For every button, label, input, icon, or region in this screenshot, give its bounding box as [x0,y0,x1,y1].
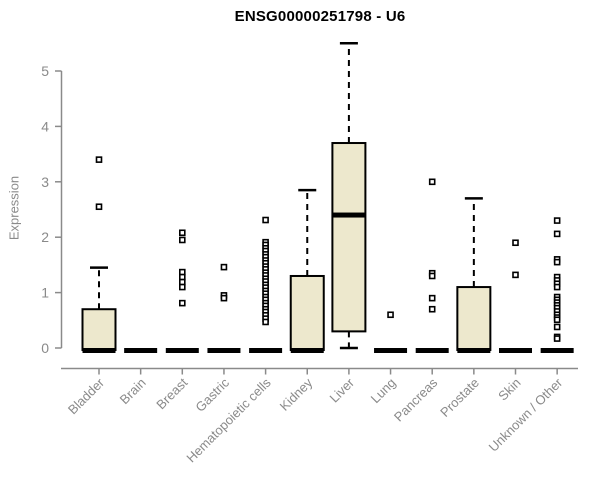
collapsed-box-median-bar [540,348,574,353]
box-rect [81,308,117,351]
median-line [332,212,366,218]
outlier-point [428,178,436,186]
outlier-point [512,271,519,279]
median-line [82,348,116,353]
outlier-point [553,217,561,224]
collapsed-box-median-bar [124,348,158,353]
collapsed-box-median-bar [165,348,199,353]
outlier-point [387,311,394,319]
collapsed-box-median-bar [415,348,449,353]
x-category-label: Brain [117,375,149,407]
median-line [457,348,491,353]
box-rect [331,142,367,333]
outlier-point [95,203,103,211]
outlier-point [220,294,228,302]
x-category-label: Skin [495,375,523,403]
outlier-point [512,239,519,247]
outlier-point [262,318,269,326]
outlier-point [179,229,186,237]
x-category-label: Prostate [437,375,482,420]
outlier-point [220,263,228,271]
outlier-point [179,299,186,307]
box-rect [289,274,325,352]
outlier-point [428,272,436,280]
outlier-point [428,305,436,313]
outlier-point [428,294,436,302]
outlier-point [179,283,186,291]
y-tick-label: 4 [41,118,49,134]
collapsed-box-median-bar [499,348,532,353]
outlier-point [553,283,561,291]
x-category-label: Gastric [192,375,232,415]
collapsed-box-median-bar [207,348,241,353]
collapsed-box-median-bar [374,348,408,353]
collapsed-box-median-bar [249,348,283,353]
outlier-point [553,230,561,238]
outlier-point [553,335,561,342]
x-category-label: Pancreas [391,375,441,425]
box-rect [456,286,492,351]
median-line [290,348,324,353]
x-category-label: Lung [368,375,399,406]
chart-title: ENSG00000251798 - U6 [234,8,406,25]
y-tick-label: 5 [41,63,49,79]
x-category-label: Unknown / Other [486,375,566,455]
x-category-label: Breast [153,375,190,412]
outlier-point [262,216,269,224]
x-category-label: Liver [326,375,357,406]
outlier-point [95,156,103,163]
x-category-label: Bladder [65,375,108,418]
y-tick-label: 3 [41,174,49,190]
x-category-label: Kidney [277,375,316,414]
y-tick-label: 0 [41,340,49,356]
outlier-point [553,323,561,331]
outlier-point [553,258,561,266]
outlier-point [553,316,561,324]
y-tick-label: 1 [41,285,49,301]
outlier-point [179,236,186,244]
y-tick-label: 2 [41,229,49,245]
